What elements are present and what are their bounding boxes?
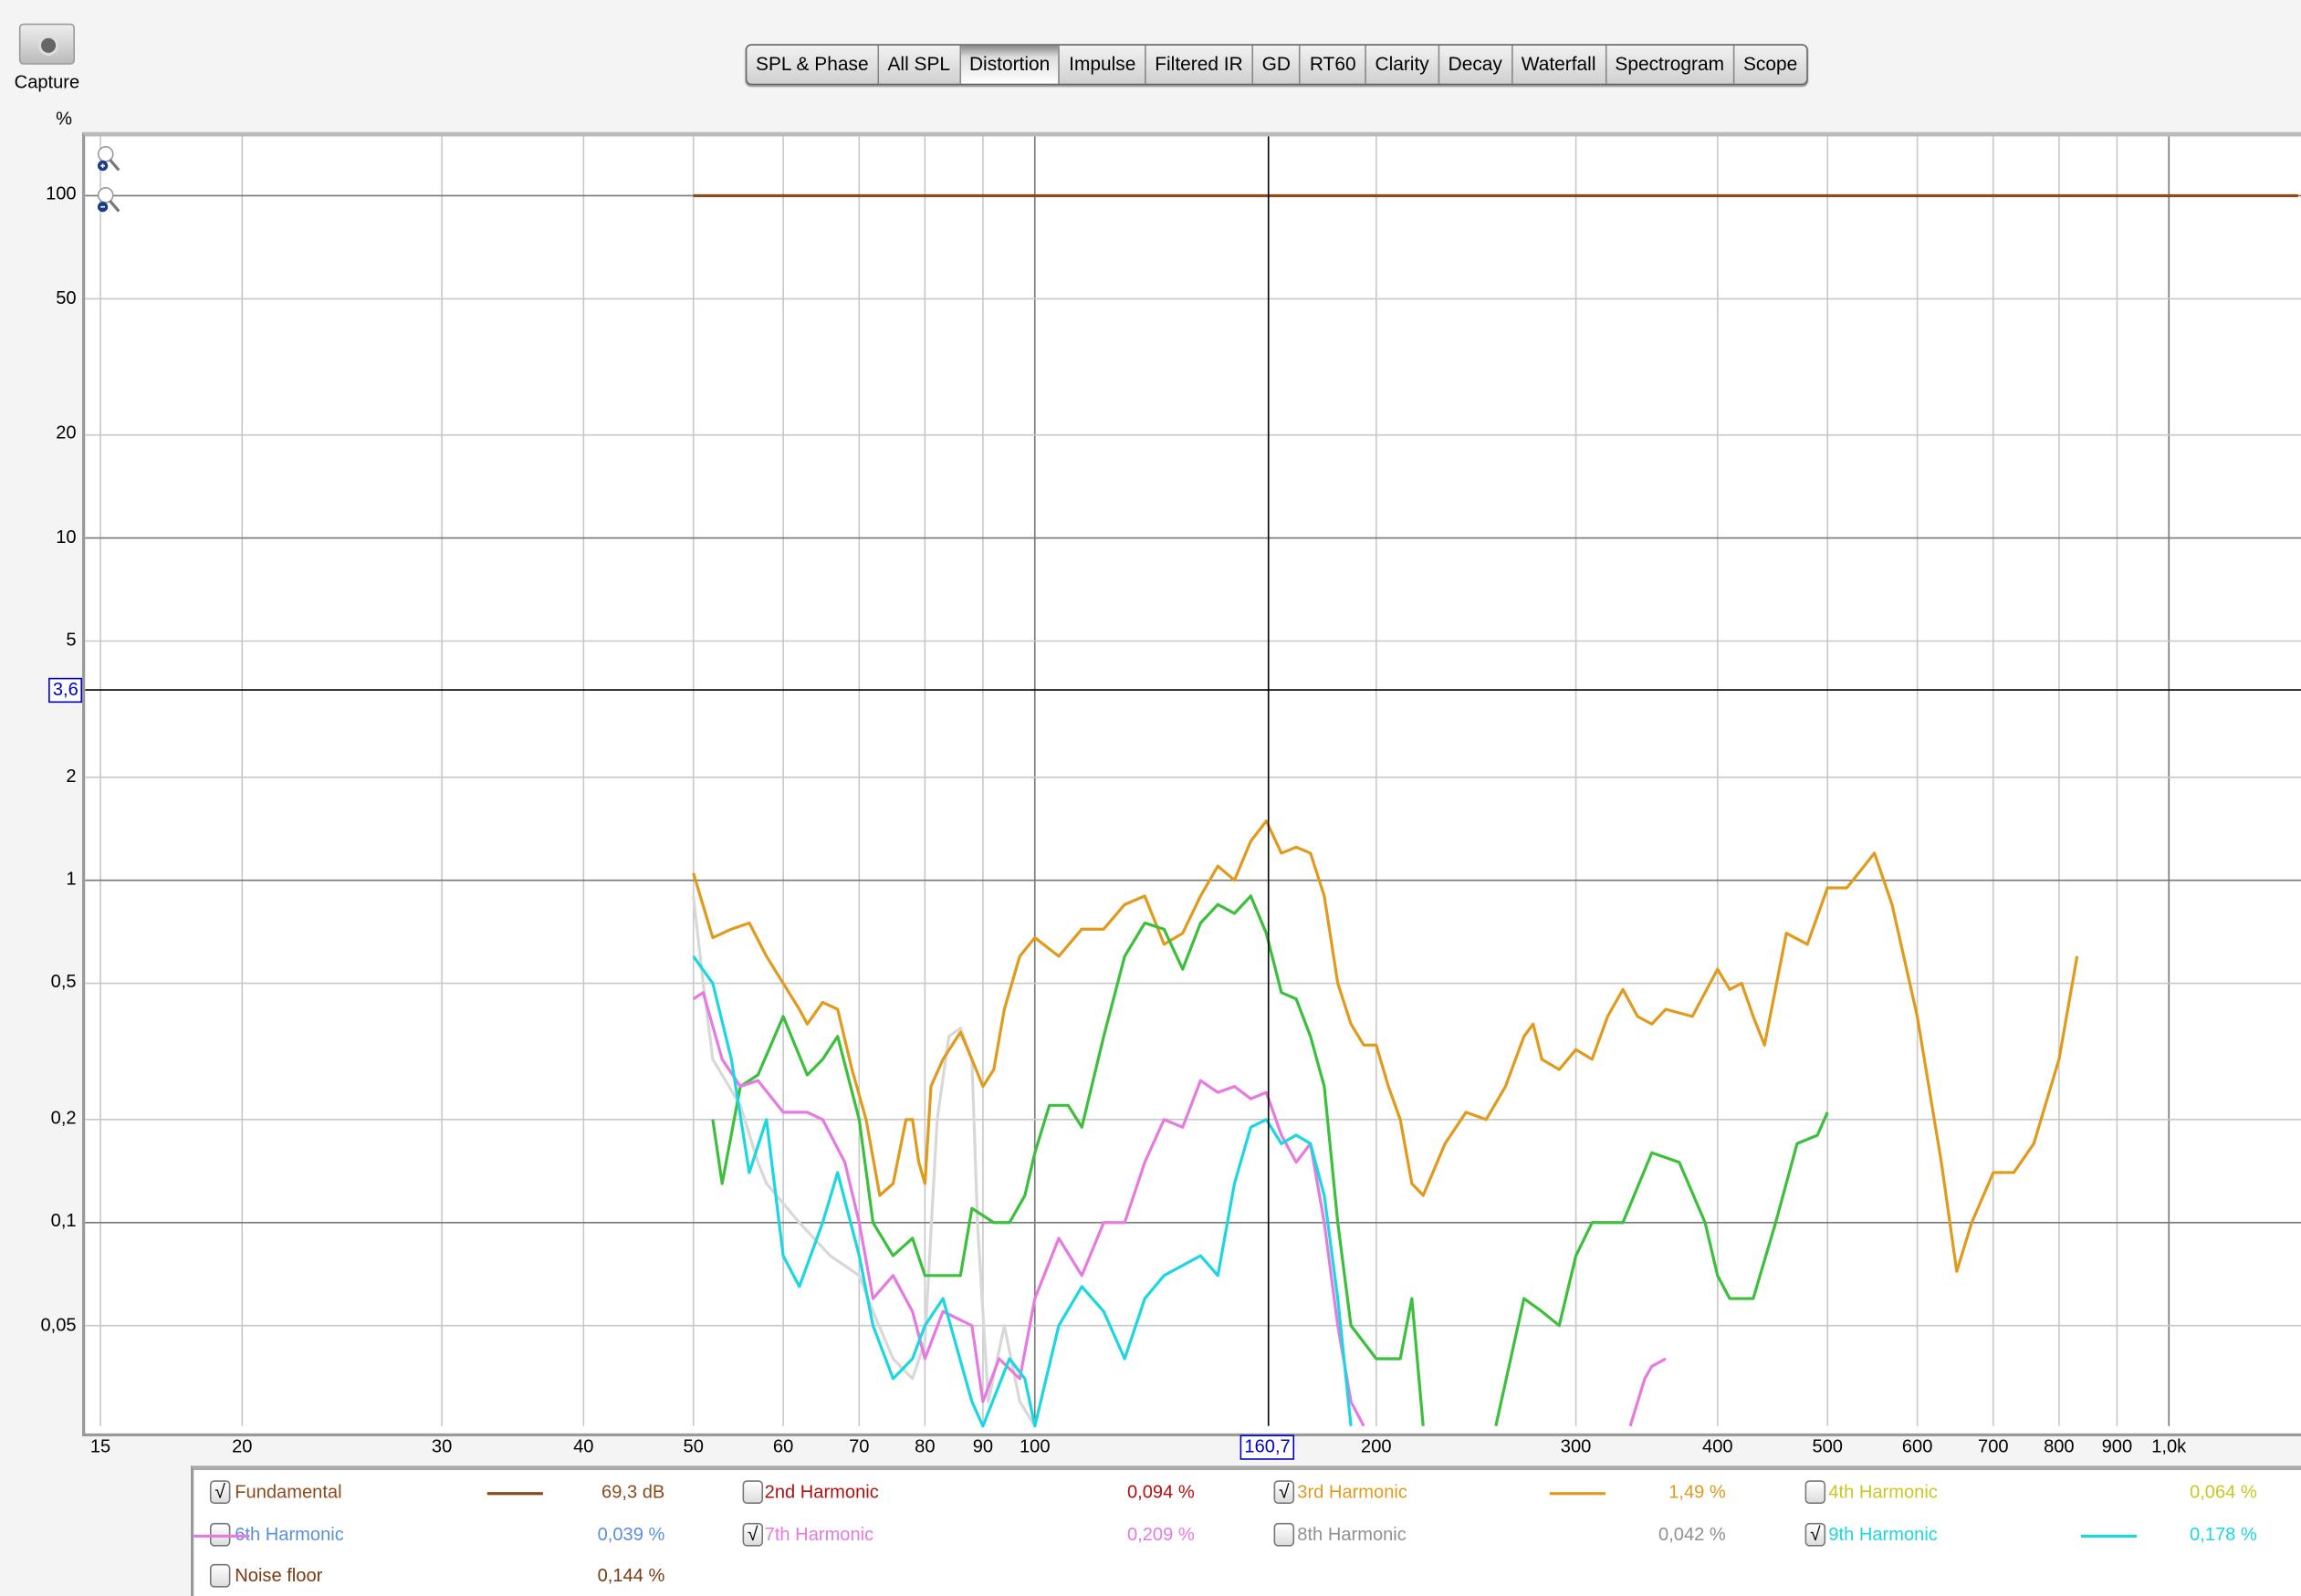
noise-floor-value: 0,144 %	[597, 1565, 665, 1587]
7th-harmonic-swatch	[193, 1533, 250, 1538]
noise-floor-label: Noise floor	[235, 1565, 323, 1587]
series-line	[1494, 1111, 1829, 1427]
tab-spectrogram[interactable]: Spectrogram	[1606, 45, 1735, 84]
4th-harmonic-checkbox[interactable]	[1804, 1480, 1826, 1504]
y-tick-label: 2	[66, 765, 77, 787]
cursor-y-readout: 3,6	[48, 677, 83, 704]
x-tick-label: 20	[232, 1436, 253, 1457]
x-tick-label: 50	[683, 1436, 704, 1457]
9th-harmonic-value: 0,178 %	[2190, 1523, 2257, 1545]
series-9th-harmonic	[692, 955, 1353, 1428]
fundamental-checkbox[interactable]: √	[209, 1480, 231, 1504]
capture-label: Capture	[14, 71, 80, 93]
3rd-harmonic-value: 1,49 %	[1668, 1481, 1726, 1503]
8th-harmonic-checkbox[interactable]	[1273, 1522, 1295, 1546]
series-line	[711, 894, 1425, 1426]
tab-scope[interactable]: Scope	[1742, 52, 1798, 75]
y-tick-label: 5	[66, 629, 77, 651]
x-tick-label: 30	[431, 1436, 453, 1457]
x-tick-label: 80	[915, 1436, 936, 1457]
y-tick-label: 20	[56, 422, 77, 444]
2nd-harmonic-value: 0,094 %	[1126, 1481, 1195, 1503]
y-tick-label: 100	[46, 183, 77, 205]
view-tabs: SPL & Phase All SPL Distortion Impulse Filte…	[745, 44, 1808, 86]
x-tick-label: 900	[2101, 1436, 2133, 1457]
x-tick-label: 70	[849, 1436, 870, 1457]
7th-harmonic-label: 7th Harmonic	[764, 1523, 874, 1545]
capture-button[interactable]: Capture	[5, 23, 88, 93]
8th-harmonic-label: 8th Harmonic	[1297, 1523, 1407, 1545]
distortion-chart[interactable]	[0, 0, 2301, 1467]
y-tick-label: 1	[66, 868, 77, 890]
cursor-x-readout: 160,7	[1239, 1434, 1295, 1460]
tab-filtered-ir[interactable]: Filtered IR	[1146, 45, 1253, 84]
x-tick-label: 15	[89, 1436, 111, 1457]
9th-harmonic-checkbox[interactable]: √	[1804, 1522, 1826, 1546]
6th-harmonic-value: 0,039 %	[597, 1523, 665, 1545]
y-tick-label: 0,05	[40, 1313, 77, 1335]
zoom-out-icon[interactable]	[94, 185, 123, 214]
series-line	[1628, 1357, 1667, 1427]
x-tick-label: 700	[1978, 1436, 2009, 1457]
7th-harmonic-value: 0,209 %	[1126, 1523, 1195, 1545]
x-tick-label: 500	[1812, 1436, 1843, 1457]
6th-harmonic-label: 6th Harmonic	[235, 1523, 344, 1545]
x-tick-label: 60	[772, 1436, 794, 1457]
y-tick-label: 10	[56, 526, 77, 548]
tab-spl-phase[interactable]: SPL & Phase	[747, 45, 879, 84]
2nd-harmonic-checkbox[interactable]	[742, 1480, 764, 1504]
x-tick-label: 1,0k	[2151, 1436, 2187, 1457]
x-tick-label: 800	[2044, 1436, 2075, 1457]
y-tick-label: 0,5	[50, 971, 77, 993]
tab-impulse[interactable]: Impulse	[1061, 45, 1146, 84]
tab-decay[interactable]: Decay	[1439, 45, 1513, 84]
y-tick-label: 0,2	[50, 1107, 77, 1129]
3rd-harmonic-label: 3rd Harmonic	[1297, 1481, 1407, 1503]
y-tick-label: 0,1	[50, 1210, 77, 1232]
y-axis-unit: %	[56, 108, 72, 130]
tab-rt60[interactable]: RT60	[1301, 45, 1366, 84]
9th-harmonic-swatch	[2080, 1533, 2137, 1538]
9th-harmonic-label: 9th Harmonic	[1828, 1523, 1938, 1545]
tab-gd[interactable]: GD	[1253, 45, 1302, 84]
x-tick-label: 90	[972, 1436, 994, 1457]
x-tick-label: 300	[1560, 1436, 1592, 1457]
8th-harmonic-value: 0,042 %	[1658, 1523, 1726, 1545]
x-tick-label: 40	[573, 1436, 594, 1457]
tab-distortion[interactable]: Distortion	[960, 45, 1061, 84]
x-tick-label: 400	[1702, 1436, 1733, 1457]
4th-harmonic-label: 4th Harmonic	[1828, 1481, 1938, 1503]
camera-icon	[18, 23, 75, 65]
3rd-harmonic-checkbox[interactable]: √	[1273, 1480, 1295, 1504]
fundamental-label: Fundamental	[235, 1481, 342, 1503]
series-7th-harmonic	[692, 991, 1365, 1427]
x-tick-label: 200	[1361, 1436, 1392, 1457]
fundamental-value: 69,3 dB	[601, 1481, 665, 1503]
3rd-harmonic-swatch	[1549, 1492, 1605, 1496]
plot-area[interactable]	[82, 131, 2301, 1437]
tab-waterfall[interactable]: Waterfall	[1512, 45, 1606, 84]
4th-harmonic-value: 0,064 %	[2190, 1481, 2257, 1503]
7th-harmonic-checkbox[interactable]: √	[742, 1522, 764, 1546]
noise-floor-checkbox[interactable]	[209, 1563, 231, 1588]
fundamental-swatch	[486, 1492, 543, 1496]
zoom-in-icon[interactable]	[94, 144, 123, 173]
y-tick-label: 50	[56, 287, 77, 308]
x-tick-label: 600	[1901, 1436, 1933, 1457]
2nd-harmonic-label: 2nd Harmonic	[764, 1481, 879, 1503]
series-3rd-harmonic	[692, 819, 2079, 1273]
6th-harmonic-checkbox[interactable]	[209, 1522, 231, 1546]
legend-panel: √ Fundamental 69,3 dB 2nd Harmonic 0,094 % √ 3…	[191, 1466, 2301, 1596]
tab-clarity[interactable]: Clarity	[1366, 45, 1439, 84]
x-tick-label: 100	[1019, 1436, 1051, 1457]
tab-all-spl[interactable]: All SPL	[879, 45, 961, 84]
